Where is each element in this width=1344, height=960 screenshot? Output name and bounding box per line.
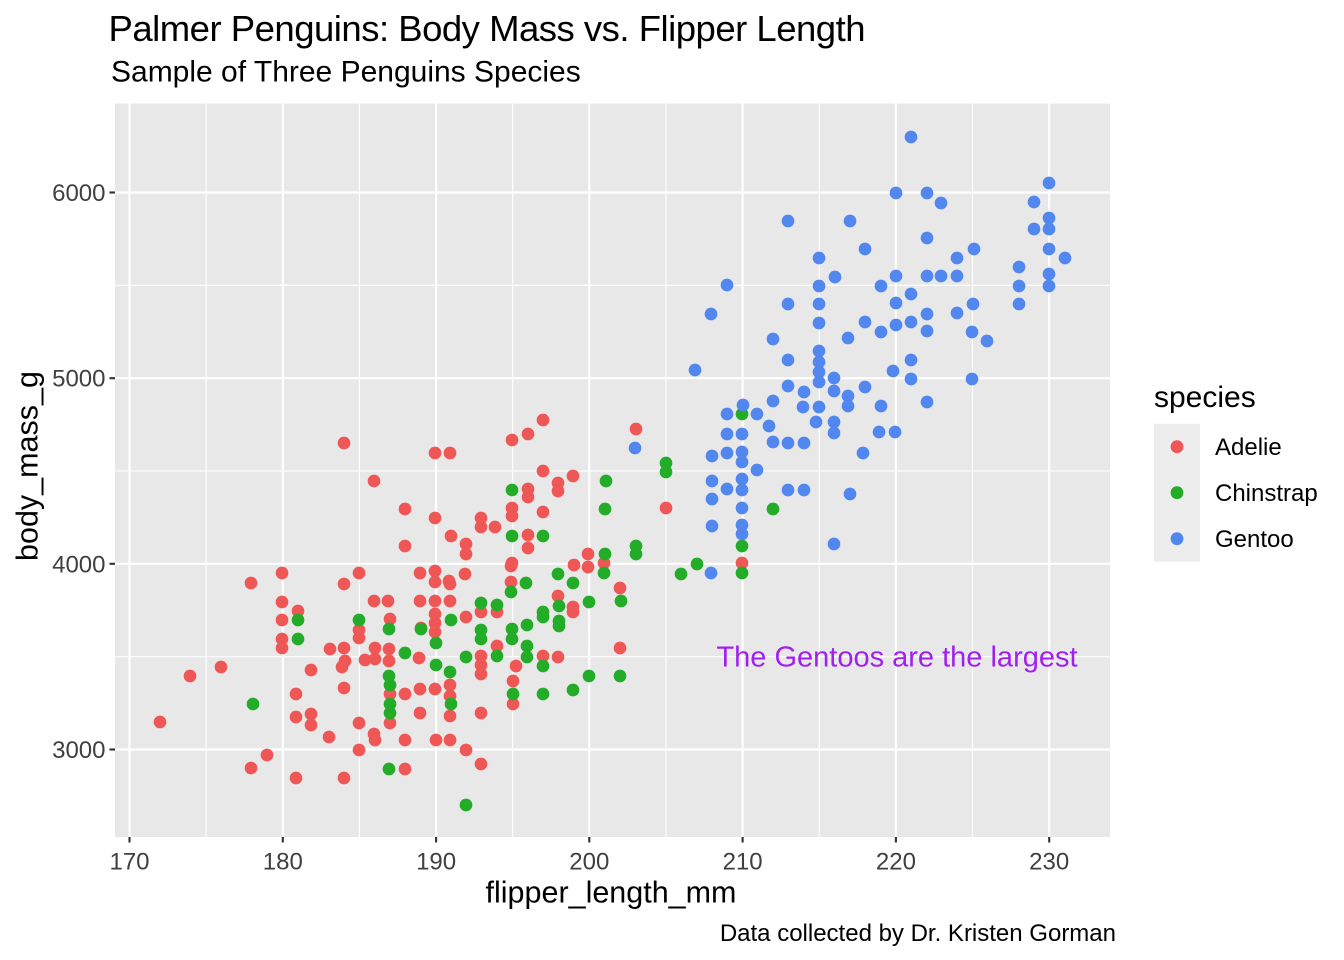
svg-text:180: 180 [263,849,303,876]
svg-text:5000: 5000 [52,366,105,393]
svg-text:210: 210 [723,849,763,876]
svg-text:flipper_length_mm: flipper_length_mm [486,876,737,910]
svg-text:Chinstrap: Chinstrap [1215,480,1318,507]
svg-text:3000: 3000 [52,737,105,764]
svg-text:Adelie: Adelie [1215,434,1282,461]
svg-text:body_mass_g: body_mass_g [11,371,45,561]
svg-text:200: 200 [569,849,609,876]
svg-text:The Gentoos are the largest: The Gentoos are the largest [716,642,1077,674]
svg-text:Data collected by Dr. Kristen: Data collected by Dr. Kristen Gorman [720,920,1116,947]
svg-text:6000: 6000 [52,180,105,207]
svg-text:species: species [1154,381,1256,414]
svg-text:170: 170 [109,849,149,876]
svg-text:220: 220 [876,849,916,876]
svg-text:Gentoo: Gentoo [1215,526,1294,553]
svg-text:230: 230 [1029,849,1069,876]
svg-text:190: 190 [416,849,456,876]
svg-text:Sample of Three Penguins Speci: Sample of Three Penguins Species [111,56,581,89]
svg-text:Palmer Penguins: Body Mass vs.: Palmer Penguins: Body Mass vs. Flipper L… [109,8,866,49]
svg-text:4000: 4000 [52,551,105,578]
